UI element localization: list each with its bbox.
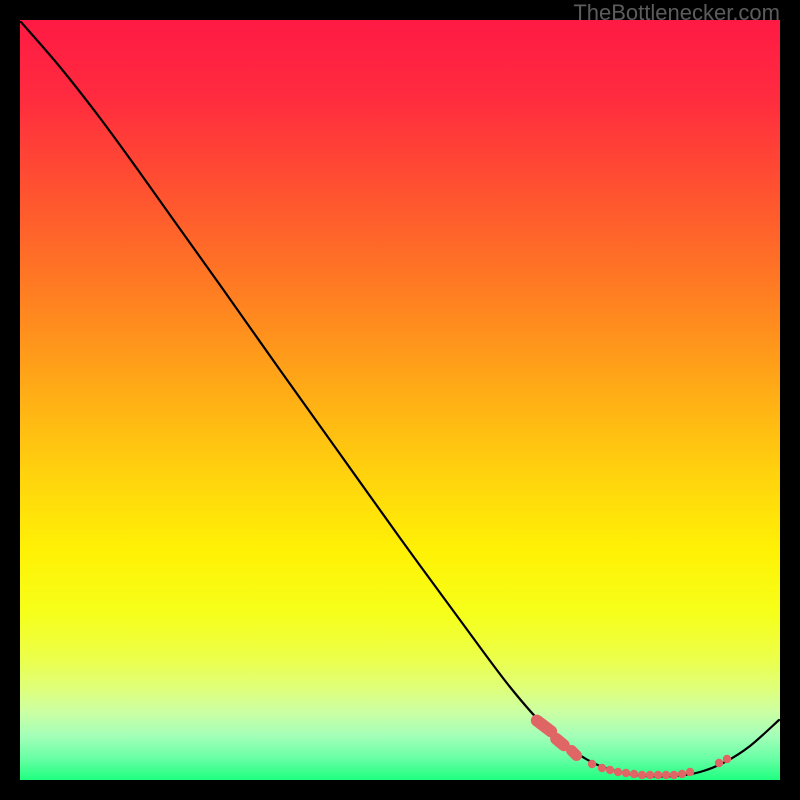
- heat-gradient-background: [20, 20, 780, 780]
- chart-stage: TheBottlenecker.com: [0, 0, 800, 800]
- watermark-label: TheBottlenecker.com: [573, 0, 780, 26]
